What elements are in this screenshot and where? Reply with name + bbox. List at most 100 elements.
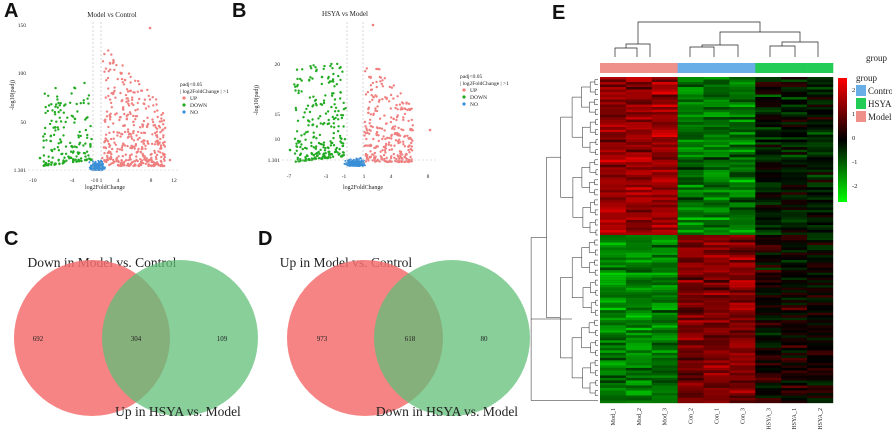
heatmap-cell	[807, 375, 834, 379]
heatmap-cell	[781, 332, 808, 336]
volcano-point-down	[50, 161, 53, 164]
heatmap-cell	[781, 292, 808, 296]
heatmap-cell	[729, 159, 756, 163]
heatmap-cell	[600, 287, 627, 291]
volcano-point-up	[404, 134, 407, 138]
volcano-point-down	[54, 162, 57, 165]
volcano-b-title: HSYA vs Model	[322, 10, 368, 18]
heatmap-cell	[755, 337, 782, 341]
volcano-point-down	[308, 79, 311, 82]
volcano-point-down	[333, 110, 337, 113]
heatmap-cell	[703, 132, 730, 135]
heatmap-cell	[651, 295, 678, 298]
row-dendrogram-branch	[595, 149, 598, 155]
volcano-point-up	[114, 96, 117, 99]
heatmap-cell	[600, 174, 627, 178]
row-dendrogram-branch	[571, 96, 583, 138]
heatmap-cell	[729, 270, 756, 273]
heatmap-cell	[755, 152, 782, 155]
heatmap-cell	[600, 124, 627, 128]
legend-swatch	[462, 95, 466, 99]
volcano-point-down	[336, 130, 340, 133]
heatmap-cell	[600, 169, 627, 173]
heatmap-cell	[625, 320, 652, 323]
heatmap-cell	[600, 345, 627, 348]
heatmap-cell	[651, 229, 678, 233]
heatmap-cell	[729, 179, 756, 183]
heatmap-cell	[755, 227, 782, 231]
heatmap-cell	[781, 119, 808, 123]
heatmap-cell	[703, 267, 730, 271]
volcano-point-down	[78, 130, 81, 134]
heatmap-cell	[703, 234, 730, 238]
heatmap-cell	[625, 122, 652, 125]
volcano-point-up	[132, 139, 136, 142]
heatmap-cell	[807, 172, 834, 175]
volcano-point-up	[395, 115, 399, 119]
volcano-point-down	[55, 120, 58, 123]
heatmap-cell	[677, 82, 704, 85]
row-dendrogram-branch	[588, 242, 596, 253]
heatmap-cell	[651, 335, 678, 338]
volcano-point-up	[150, 160, 153, 164]
volcano-point-down	[56, 126, 59, 129]
heatmap-cell	[807, 340, 834, 343]
volcano-point-down	[42, 154, 46, 157]
volcano-point-up	[372, 137, 375, 141]
group-bar-cell	[807, 63, 834, 73]
heatmap-cell	[703, 352, 730, 356]
volcano-point-up	[404, 153, 407, 156]
volcano-point-down	[329, 64, 332, 68]
volcano-point-down	[314, 152, 318, 155]
heatmap-cell	[600, 370, 627, 374]
volcano-point-up	[105, 79, 108, 82]
heatmap-cell	[625, 300, 652, 303]
heatmap-cell	[729, 265, 756, 268]
heatmap-cell	[703, 202, 730, 206]
volcano-point-down	[298, 140, 302, 143]
heatmap-cell	[781, 255, 808, 258]
volcano-point-down	[320, 157, 323, 160]
heatmap-cell	[625, 104, 652, 108]
volcano-point-up	[396, 108, 399, 111]
heatmap-cell	[729, 187, 756, 190]
heatmap-cell	[651, 287, 678, 291]
heatmap-cell	[677, 385, 704, 389]
volcano-point-up	[398, 138, 401, 141]
heatmap-cell	[755, 222, 782, 226]
volcano-point-up	[153, 164, 156, 167]
heatmap-cell	[755, 297, 782, 301]
volcano-point-up	[105, 138, 108, 141]
volcano-point-outlier	[428, 128, 432, 132]
heatmap-cell	[781, 250, 808, 253]
volcano-point-up	[128, 156, 132, 159]
volcano-point-down	[322, 101, 326, 105]
heatmap-cell	[755, 127, 782, 130]
heatmap-cell	[781, 357, 808, 361]
heatmap-cell	[651, 129, 678, 133]
volcano-point-down	[63, 156, 66, 159]
volcano-point-up	[121, 155, 125, 158]
heatmap-cell	[600, 87, 627, 90]
volcano-point-up	[117, 155, 120, 158]
volcano-point-down	[57, 101, 60, 105]
heatmap-cell	[600, 192, 627, 196]
heatmap-cell	[600, 310, 627, 313]
volcano-point-up	[390, 127, 394, 130]
heatmap-cell	[651, 397, 678, 401]
heatmap-cell	[625, 132, 652, 135]
heatmap-cell	[755, 300, 782, 303]
volcano-point-up	[373, 151, 377, 155]
heatmap-cell	[729, 362, 756, 366]
volcano-point-up	[369, 129, 372, 132]
volcano-point-up	[377, 139, 380, 143]
heatmap-cell	[677, 99, 704, 103]
heatmap-cell	[781, 340, 808, 343]
volcano-point-up	[158, 141, 161, 144]
volcano-point-down	[43, 164, 47, 167]
heatmap-cell	[781, 307, 808, 311]
heatmap-cell	[807, 149, 834, 153]
volcano-point-up	[130, 135, 133, 138]
heatmap-cell	[807, 292, 834, 296]
volcano-point-up	[148, 98, 152, 101]
